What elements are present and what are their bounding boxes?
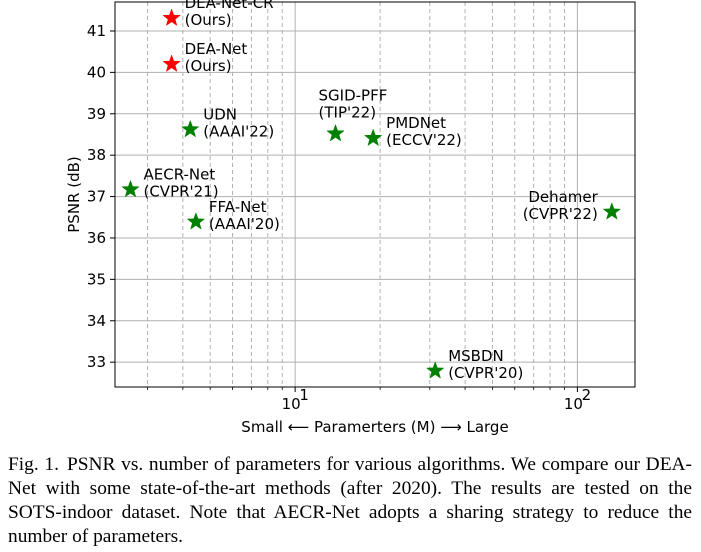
- point-name-label: DEA-Net: [185, 40, 248, 58]
- point-venue-label: (AAAI'20): [209, 215, 280, 233]
- point-name-label: UDN: [203, 106, 237, 124]
- data-point-star: [363, 128, 383, 147]
- x-axis-label: Small ⟵ Paramerters (M) ⟶ Large: [241, 418, 508, 436]
- plot-frame: [114, 1, 636, 388]
- data-point-star: [326, 123, 345, 142]
- y-tick-label: 37: [87, 188, 106, 206]
- y-tick-label: 38: [87, 146, 106, 164]
- y-tick-label: 39: [87, 105, 106, 123]
- caption-label: Fig. 1.: [8, 454, 59, 475]
- y-tick-label: 40: [87, 63, 106, 81]
- data-point-star: [186, 212, 206, 230]
- x-tick-label: 10: [564, 395, 583, 413]
- point-venue-label: (CVPR'22): [523, 205, 598, 223]
- point-venue-label: (AAAI'22): [203, 123, 274, 141]
- point-venue-label: (Ours): [185, 11, 232, 29]
- figure-caption: Fig. 1. PSNR vs. number of parameters for…: [8, 453, 692, 549]
- data-point-star: [162, 8, 181, 27]
- y-tick-label: 33: [87, 353, 106, 371]
- point-venue-label: (Ours): [185, 57, 232, 75]
- x-tick-label: 10: [282, 395, 301, 413]
- point-name-label: FFA-Net: [209, 198, 267, 216]
- y-tick-label: 36: [87, 229, 106, 247]
- point-name-label: DEA-Net-CR: [185, 0, 274, 12]
- x-tick-exponent: 2: [582, 386, 592, 404]
- point-name-label: PMDNet: [386, 114, 446, 132]
- y-tick-label: 41: [87, 22, 106, 40]
- point-venue-label: (CVPR'21): [143, 183, 218, 201]
- data-point-star: [181, 119, 200, 138]
- data-point-star: [425, 361, 445, 379]
- data-point-star: [121, 179, 140, 198]
- point-name-label: Dehamer: [528, 188, 598, 206]
- data-point-star: [162, 54, 181, 72]
- point-name-label: MSBDN: [448, 347, 504, 365]
- data-point-star: [602, 202, 622, 220]
- point-venue-label: (CVPR'20): [448, 364, 523, 382]
- chart: 10 1 10 2 33 34 35 36 37 38 39 40 41 Small ⟵ Paramert…: [65, 0, 636, 436]
- y-axis-label: PSNR (dB): [65, 156, 83, 233]
- point-venue-label: (TIP'22): [319, 104, 377, 122]
- point-venue-label: (ECCV'22): [386, 131, 462, 149]
- point-name-label: AECR-Net: [143, 166, 215, 184]
- x-tick-exponent: 1: [299, 386, 309, 404]
- y-tick-label: 35: [87, 270, 106, 288]
- caption-text: PSNR vs. number of parameters for variou…: [8, 454, 692, 547]
- y-tick-label: 34: [87, 312, 106, 330]
- point-name-label: SGID-PFF: [319, 87, 388, 105]
